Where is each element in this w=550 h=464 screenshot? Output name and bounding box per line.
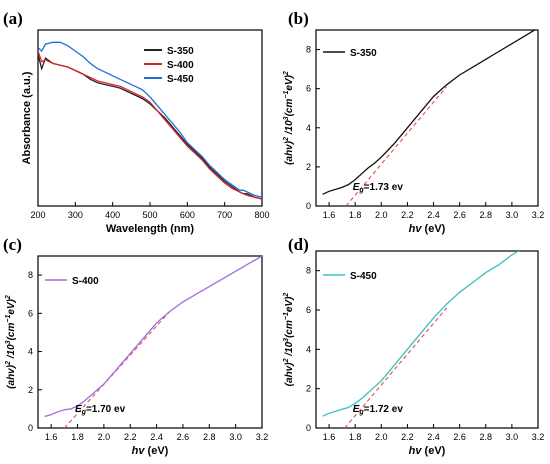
y-tick-label: 8 <box>306 266 311 276</box>
y-tick-label: 8 <box>306 45 311 55</box>
plot-frame <box>37 255 263 429</box>
panel-label: (b) <box>288 9 309 28</box>
y-tick-label: 2 <box>306 384 311 394</box>
panel-c: (c) 1.6 1.8 2.0 2.2 2.4 2.6 2.8 3.0 3.2 0 2 4 6 8 hv (e… <box>3 235 268 457</box>
x-tick-label: 1.8 <box>71 432 84 442</box>
x-tick-label: 2.8 <box>480 432 493 442</box>
x-axis-label: hv (eV) <box>132 445 169 457</box>
x-tick-label: 3.0 <box>506 432 519 442</box>
panel-label: (d) <box>288 235 309 254</box>
x-tick-label: 2.2 <box>124 432 137 442</box>
y-tick-label: 0 <box>306 423 311 433</box>
x-tick-label: 2.6 <box>453 432 466 442</box>
y-tick-label: 4 <box>306 344 311 354</box>
y-tick-label: 0 <box>306 201 311 211</box>
legend-label: S-350 <box>350 48 377 59</box>
x-tick-label: 2.6 <box>177 432 190 442</box>
x-tick-label: 700 <box>217 210 232 220</box>
x-tick-label: 2.6 <box>453 210 466 220</box>
plot-frame <box>315 29 539 207</box>
x-tick-label: 1.6 <box>323 432 336 442</box>
x-tick-label: 2.4 <box>150 432 163 442</box>
x-tick-label: 2.4 <box>427 432 440 442</box>
x-axis-label: hv (eV) <box>409 223 446 235</box>
y-tick-label: 6 <box>306 84 311 94</box>
y-tick-label: 6 <box>28 308 33 318</box>
panel-b: (b) 1.6 1.8 2.0 2.2 2.4 2.6 2.8 3.0 3.2 0 2 4 6 8 hv (e… <box>283 9 544 235</box>
y-axis-label: (ahv)2 /103(cm−1eV)2 <box>5 295 17 389</box>
x-tick-label: 2.2 <box>401 210 414 220</box>
panel-label: (c) <box>3 235 22 254</box>
eg-annotation: Eg=1.70 ev <box>75 404 126 416</box>
series-line-s-350 <box>322 30 536 195</box>
x-tick-label: 3.2 <box>256 432 269 442</box>
x-tick-label: 1.6 <box>323 210 336 220</box>
legend-label: S-400 <box>167 60 194 71</box>
series-line-s-350 <box>38 54 262 200</box>
legend-label: S-400 <box>72 276 99 287</box>
x-tick-label: 3.2 <box>532 210 545 220</box>
x-tick-label: 2.8 <box>480 210 493 220</box>
x-tick-label: 3.0 <box>229 432 242 442</box>
y-tick-label: 6 <box>306 305 311 315</box>
x-tick-label: 3.2 <box>532 432 545 442</box>
x-tick-label: 600 <box>180 210 195 220</box>
fit-line <box>344 307 448 428</box>
panel-label: (a) <box>3 9 23 28</box>
x-tick-label: 1.8 <box>349 210 362 220</box>
x-tick-label: 800 <box>254 210 269 220</box>
x-tick-label: 2.8 <box>203 432 216 442</box>
y-tick-label: 8 <box>28 270 33 280</box>
x-tick-label: 300 <box>68 210 83 220</box>
y-tick-label: 2 <box>306 162 311 172</box>
series-line-s-400 <box>44 256 262 418</box>
y-tick-label: 4 <box>306 123 311 133</box>
plot-frame <box>315 250 539 429</box>
x-tick-label: 1.8 <box>349 432 362 442</box>
x-tick-label: 1.6 <box>45 432 58 442</box>
panel-d: (d) 1.6 1.8 2.0 2.2 2.4 2.6 2.8 3.0 3.2 0 2 4 6 8 hv (e… <box>283 235 544 457</box>
eg-annotation: Eg=1.73 ev <box>353 182 404 194</box>
series-line-s-450 <box>322 251 520 417</box>
y-axis-label: (ahv)2 /103(cm−1eV)2 <box>283 71 295 165</box>
series-line-s-450 <box>38 41 262 198</box>
x-axis-label: hv (eV) <box>409 445 446 457</box>
eg-annotation: Eg=1.72 ev <box>353 404 404 416</box>
x-tick-label: 500 <box>142 210 157 220</box>
y-tick-label: 4 <box>28 347 33 357</box>
y-axis-label: Absorbance (a.u.) <box>21 71 33 164</box>
plot-frame <box>37 29 263 207</box>
x-tick-label: 2.0 <box>375 432 388 442</box>
x-tick-label: 2.2 <box>401 432 414 442</box>
legend-label: S-350 <box>167 46 194 57</box>
x-tick-label: 2.4 <box>427 210 440 220</box>
x-axis-label: Wavelength (nm) <box>106 223 195 235</box>
x-tick-label: 400 <box>105 210 120 220</box>
x-tick-label: 3.0 <box>506 210 519 220</box>
y-axis-label: (ahv)2 /103(cm−1eV)2 <box>283 293 295 387</box>
x-tick-label: 200 <box>30 210 45 220</box>
series-line-s-400 <box>38 50 262 200</box>
x-tick-label: 2.0 <box>375 210 388 220</box>
y-tick-label: 2 <box>28 385 33 395</box>
y-tick-label: 0 <box>28 423 33 433</box>
x-tick-label: 2.0 <box>98 432 111 442</box>
fit-line <box>345 86 448 206</box>
panel-a: (a) 200 300 400 500 600 700 800 Wavelength (nm) A… <box>3 9 270 235</box>
legend-label: S-450 <box>350 271 377 282</box>
legend-label: S-450 <box>167 74 194 85</box>
